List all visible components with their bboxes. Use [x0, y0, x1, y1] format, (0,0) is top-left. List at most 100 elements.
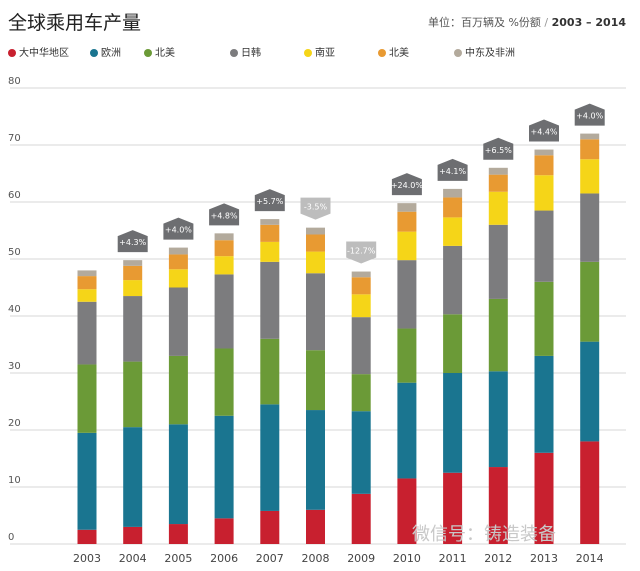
- x-tick-label: 2014: [576, 552, 604, 565]
- bar-segment: [123, 427, 143, 527]
- unit-label: 单位：百万辆及 %份额 / 2003 – 2014: [427, 16, 626, 29]
- bar-segment: [77, 364, 97, 433]
- legend-swatch: [230, 49, 238, 57]
- growth-badge: [391, 173, 422, 196]
- bar-segment: [260, 404, 280, 511]
- bar-segment: [77, 529, 97, 544]
- bar-segment: [351, 493, 371, 544]
- legend-item: 日韩: [230, 44, 261, 59]
- bar-segment: [123, 526, 143, 544]
- bar-segment: [123, 265, 143, 281]
- legend-swatch: [454, 49, 462, 57]
- growth-badge: [574, 103, 605, 126]
- bar-segment: [351, 294, 371, 318]
- bar-segment: [168, 287, 188, 356]
- bar-segment: [306, 410, 325, 510]
- bar-segment: [351, 277, 371, 295]
- bar-segment: [488, 174, 508, 192]
- bar-segment: [534, 175, 554, 211]
- growth-label: +6.5%: [485, 146, 512, 155]
- bar-segment: [260, 510, 280, 544]
- growth-label: +4.8%: [211, 211, 238, 220]
- growth-label: -12.7%: [347, 247, 376, 256]
- growth-label: +4.1%: [439, 167, 466, 176]
- y-tick-label: 60: [8, 190, 21, 201]
- bar-segment: [443, 197, 463, 218]
- bar-segment: [488, 298, 508, 372]
- bar-segment: [351, 271, 371, 278]
- bar-segment: [214, 348, 234, 416]
- bar-segment: [580, 193, 600, 262]
- bar-segment: [168, 524, 188, 544]
- bar-segment: [397, 211, 417, 232]
- x-tick-label: 2007: [256, 552, 284, 565]
- bar-segment: [488, 371, 508, 468]
- bar-segment: [306, 273, 325, 351]
- bar-segment: [168, 247, 188, 255]
- growth-label: +4.4%: [530, 128, 557, 137]
- bar-segment: [580, 139, 600, 160]
- growth-label: -3.5%: [304, 203, 328, 212]
- x-tick-label: 2009: [347, 552, 375, 565]
- x-tick-label: 2011: [439, 552, 467, 565]
- growth-badge: [346, 241, 377, 264]
- bar-segment: [123, 260, 143, 266]
- growth-badge: [163, 217, 194, 240]
- bar-segment: [260, 224, 280, 242]
- legend-swatch: [144, 49, 152, 57]
- bar-segment: [488, 191, 508, 225]
- bar-segment: [443, 245, 463, 315]
- legend-label: 北美: [155, 48, 175, 59]
- bar-segment: [488, 224, 508, 299]
- growth-badge: [529, 119, 559, 142]
- legend-label: 中东及非洲: [465, 48, 515, 59]
- growth-label: +4.0%: [165, 226, 192, 235]
- bar-segment: [306, 234, 325, 252]
- x-tick-label: 2013: [530, 552, 558, 565]
- growth-badge: [117, 230, 148, 253]
- bar-segment: [214, 274, 234, 349]
- growth-label: +24.0%: [391, 181, 424, 190]
- bar-segment: [123, 296, 143, 362]
- bar-segment: [214, 233, 234, 241]
- bar-segment: [351, 411, 371, 494]
- growth-badge: [300, 197, 331, 220]
- bar-segment: [351, 374, 371, 412]
- bar-segment: [260, 219, 280, 225]
- legend-item: 欧洲: [90, 44, 121, 59]
- bar-segment: [306, 509, 325, 544]
- bar-segment: [168, 424, 188, 525]
- bar-segment: [580, 133, 600, 140]
- x-tick-label: 2004: [119, 552, 147, 565]
- growth-badge: [209, 203, 240, 226]
- watermark-text: 微信号：铸造装备: [412, 524, 556, 545]
- y-tick-label: 0: [8, 532, 14, 543]
- bar-segment: [443, 188, 463, 198]
- legend-swatch: [8, 49, 16, 57]
- legend-item: 南亚: [304, 44, 335, 59]
- x-tick-label: 2003: [73, 552, 101, 565]
- y-tick-label: 20: [8, 418, 21, 429]
- bar-segment: [534, 452, 554, 544]
- legend-item: 北美: [144, 44, 175, 59]
- bar-segment: [534, 210, 554, 282]
- year-range: 2003 – 2014: [551, 16, 626, 29]
- growth-badge: [254, 189, 285, 212]
- growth-badge: [483, 137, 514, 160]
- legend-swatch: [378, 49, 386, 57]
- legend-item: 北美: [378, 44, 409, 59]
- bar-segment: [397, 203, 417, 212]
- x-tick-label: 2006: [210, 552, 238, 565]
- legend-item: 大中华地区: [8, 44, 69, 59]
- bar-segment: [123, 361, 143, 428]
- bar-segment: [488, 167, 508, 175]
- bar-segment: [488, 467, 508, 544]
- bar-segment: [77, 301, 97, 365]
- bar-segment: [397, 260, 417, 329]
- bar-segment: [77, 270, 97, 277]
- y-tick-label: 40: [8, 304, 21, 315]
- bar-segment: [214, 240, 234, 257]
- legend-label: 北美: [389, 48, 409, 59]
- chart-title: 全球乘用车产量: [8, 12, 142, 34]
- y-tick-label: 70: [8, 133, 21, 144]
